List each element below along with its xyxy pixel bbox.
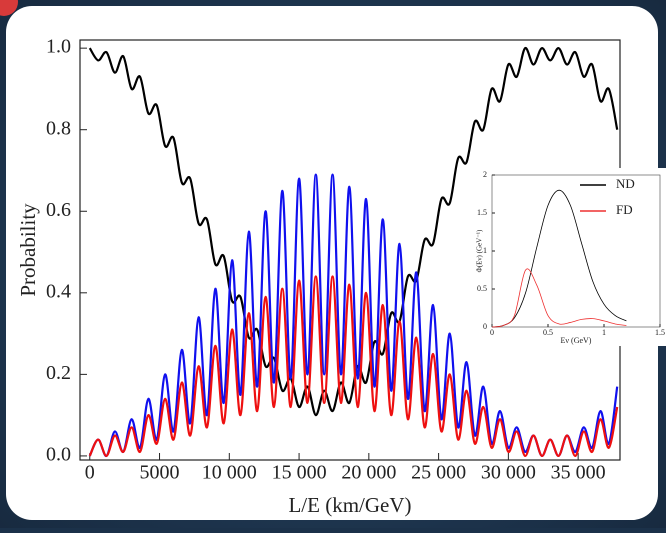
y-tick-label: 0.4 [46, 280, 71, 302]
x-tick-label: 0 [490, 328, 494, 337]
x-tick-label: 35 000 [551, 462, 606, 484]
y-tick-label: 0.0 [46, 444, 71, 466]
x-tick-label: 0.5 [543, 328, 553, 337]
y-tick-label: 1.0 [46, 36, 71, 58]
legend-label: ND [616, 176, 635, 191]
y-tick-label: 0.5 [477, 284, 487, 293]
x-tick-label: 25 000 [411, 462, 466, 484]
series-line [491, 189, 627, 328]
inset-background [474, 168, 666, 346]
y-tick-label: 0.6 [46, 199, 71, 221]
x-tick-label: 20 000 [341, 462, 396, 484]
x-axis-title: L/E (km/GeV) [288, 493, 411, 517]
x-tick-label: 5000 [140, 462, 180, 484]
y-tick-label: 0 [483, 322, 487, 331]
y-tick-label: 1.5 [477, 208, 487, 217]
series-line [491, 268, 627, 328]
y-axis-title: Probability [16, 203, 40, 297]
series-line [88, 47, 619, 417]
series-line [88, 275, 619, 458]
y-tick-label: 1 [483, 246, 487, 255]
x-tick-label: 30 000 [481, 462, 536, 484]
y-tick-label: 0.2 [46, 362, 71, 384]
x-tick-label: 10 000 [202, 462, 257, 484]
x-tick-label: 15 000 [272, 462, 327, 484]
inset-x-title: Eν (GeV) [561, 336, 592, 345]
x-tick-label: 0 [85, 462, 95, 484]
y-tick-label: 0.8 [46, 117, 71, 139]
y-tick-label: 2 [483, 170, 487, 179]
x-tick-label: 1.5 [655, 328, 665, 337]
inset-y-title: Φ(Eν) (GeV⁻¹) [476, 229, 484, 272]
x-tick-label: 1 [602, 328, 606, 337]
badge [0, 0, 18, 16]
legend-label: FD [616, 202, 633, 217]
